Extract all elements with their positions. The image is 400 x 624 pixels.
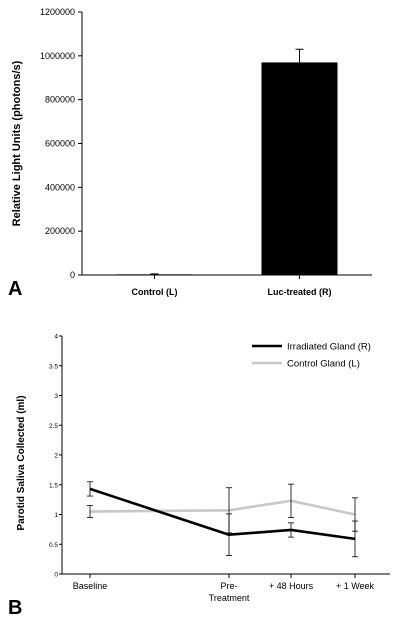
chart-b: 0 0.5 1 1.5 2 2.5 3 3.5 4 Baseline Pre- Treatment + … — [16, 334, 390, 603]
y-tick-label: 200000 — [45, 226, 75, 236]
y-axis-title: Relative Light Units (photons/s) — [11, 60, 23, 226]
y-tick-label: 0.5 — [49, 542, 58, 549]
legend-label: Irradiated Gland (R) — [287, 342, 371, 353]
x-tick-label-line: + 1 Week — [336, 581, 375, 591]
x-tick-label-line: Treatment — [209, 593, 250, 603]
y-tick-label: 1 — [54, 512, 58, 519]
x-tick-label-line: + 48 Hours — [269, 581, 314, 591]
x-tick-label: Pre- Treatment — [209, 581, 250, 603]
x-tick-label: + 48 Hours — [269, 581, 314, 591]
y-tick-label: 3 — [54, 393, 58, 400]
x-tick-label: Baseline — [73, 581, 108, 591]
y-tick-label: 4 — [54, 334, 58, 341]
x-tick-label: Control (L) — [132, 287, 178, 297]
y-tick-label: 0 — [54, 572, 58, 579]
chart-a: 0 200000 400000 600000 800000 1000000 1200000 C… — [11, 7, 372, 297]
x-tick-label-line: Baseline — [73, 581, 108, 591]
panel-label-b: B — [8, 597, 22, 619]
series-line — [89, 487, 356, 541]
x-tick-label: Luc-treated (R) — [267, 287, 331, 297]
x-tick-label-line: Pre- — [220, 581, 237, 591]
y-tick-label: 600000 — [45, 139, 75, 149]
bar — [261, 62, 338, 276]
legend-label: Control Gland (L) — [287, 359, 360, 370]
y-tick-label: 1200000 — [40, 7, 75, 17]
y-axis-title: Parotid Saliva Collected (ml) — [16, 395, 27, 530]
y-tick-label: 2.5 — [49, 423, 58, 430]
y-tick-label: 1.5 — [49, 482, 58, 489]
panel-label-a: A — [8, 278, 22, 300]
y-tick-label: 800000 — [45, 95, 75, 105]
y-tick-label: 2 — [54, 453, 58, 460]
x-tick-label: + 1 Week — [336, 581, 375, 591]
y-tick-label: 1000000 — [40, 51, 75, 61]
y-tick-label: 0 — [70, 270, 75, 280]
bar — [116, 274, 193, 276]
y-tick-label: 3.5 — [49, 363, 58, 370]
y-tick-label: 400000 — [45, 182, 75, 192]
